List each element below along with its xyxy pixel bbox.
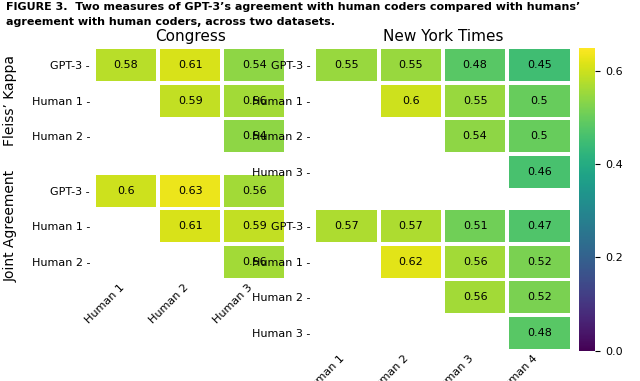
Text: FIGURE 3.  Two measures of GPT-3’s agreement with human coders compared with hum: FIGURE 3. Two measures of GPT-3’s agreem… (6, 2, 580, 12)
Text: 0.46: 0.46 (527, 167, 552, 177)
Text: 0.6: 0.6 (402, 96, 420, 106)
Text: 0.6: 0.6 (117, 186, 135, 196)
Text: 0.56: 0.56 (242, 186, 266, 196)
Bar (224, 246, 284, 278)
Text: Fleiss’ Kappa: Fleiss’ Kappa (3, 55, 17, 146)
Text: 0.52: 0.52 (527, 292, 552, 302)
Text: 0.55: 0.55 (334, 60, 359, 70)
Text: 0.52: 0.52 (527, 257, 552, 267)
Bar (96, 175, 156, 207)
Text: 0.54: 0.54 (242, 131, 267, 141)
Bar (224, 175, 284, 207)
Text: 0.54: 0.54 (242, 60, 267, 70)
Text: 0.47: 0.47 (527, 221, 552, 231)
Text: 0.61: 0.61 (178, 60, 202, 70)
Bar (381, 50, 441, 81)
Bar (445, 120, 506, 152)
Bar (509, 210, 570, 242)
Text: 0.56: 0.56 (463, 292, 488, 302)
Bar (381, 246, 441, 278)
Bar (381, 85, 441, 117)
Bar (509, 246, 570, 278)
Text: 0.55: 0.55 (463, 96, 488, 106)
Bar (96, 50, 156, 81)
Bar (445, 246, 506, 278)
Text: New York Times: New York Times (383, 29, 503, 44)
Text: Congress: Congress (155, 29, 226, 44)
Text: 0.54: 0.54 (463, 131, 488, 141)
Bar (509, 85, 570, 117)
Bar (445, 281, 506, 313)
Text: 0.56: 0.56 (242, 96, 266, 106)
Text: 0.56: 0.56 (463, 257, 488, 267)
Bar (224, 120, 284, 152)
Bar (445, 210, 506, 242)
Text: 0.5: 0.5 (531, 96, 548, 106)
Text: 0.56: 0.56 (242, 257, 266, 267)
Bar (224, 85, 284, 117)
Text: agreement with human coders, across two datasets.: agreement with human coders, across two … (6, 17, 335, 27)
Text: 0.62: 0.62 (399, 257, 423, 267)
Bar (381, 210, 441, 242)
Bar (224, 50, 284, 81)
Bar (509, 120, 570, 152)
Bar (509, 317, 570, 349)
Text: 0.61: 0.61 (178, 221, 202, 231)
Text: 0.59: 0.59 (178, 96, 202, 106)
Bar (509, 50, 570, 81)
Bar (445, 50, 506, 81)
Bar (316, 50, 377, 81)
Bar (160, 175, 220, 207)
Text: 0.58: 0.58 (114, 60, 138, 70)
Text: 0.57: 0.57 (399, 221, 423, 231)
Text: 0.51: 0.51 (463, 221, 488, 231)
Bar (224, 210, 284, 242)
Text: 0.55: 0.55 (399, 60, 423, 70)
Bar (509, 281, 570, 313)
Text: 0.5: 0.5 (531, 131, 548, 141)
Bar (445, 85, 506, 117)
Bar (160, 210, 220, 242)
Text: 0.48: 0.48 (527, 328, 552, 338)
Bar (160, 85, 220, 117)
Bar (509, 156, 570, 188)
Text: 0.48: 0.48 (463, 60, 488, 70)
Bar (160, 50, 220, 81)
Text: 0.57: 0.57 (334, 221, 359, 231)
Text: 0.59: 0.59 (242, 221, 267, 231)
Text: 0.63: 0.63 (178, 186, 202, 196)
Text: 0.45: 0.45 (527, 60, 552, 70)
Text: Joint Agreement: Joint Agreement (3, 170, 17, 282)
Bar (316, 210, 377, 242)
